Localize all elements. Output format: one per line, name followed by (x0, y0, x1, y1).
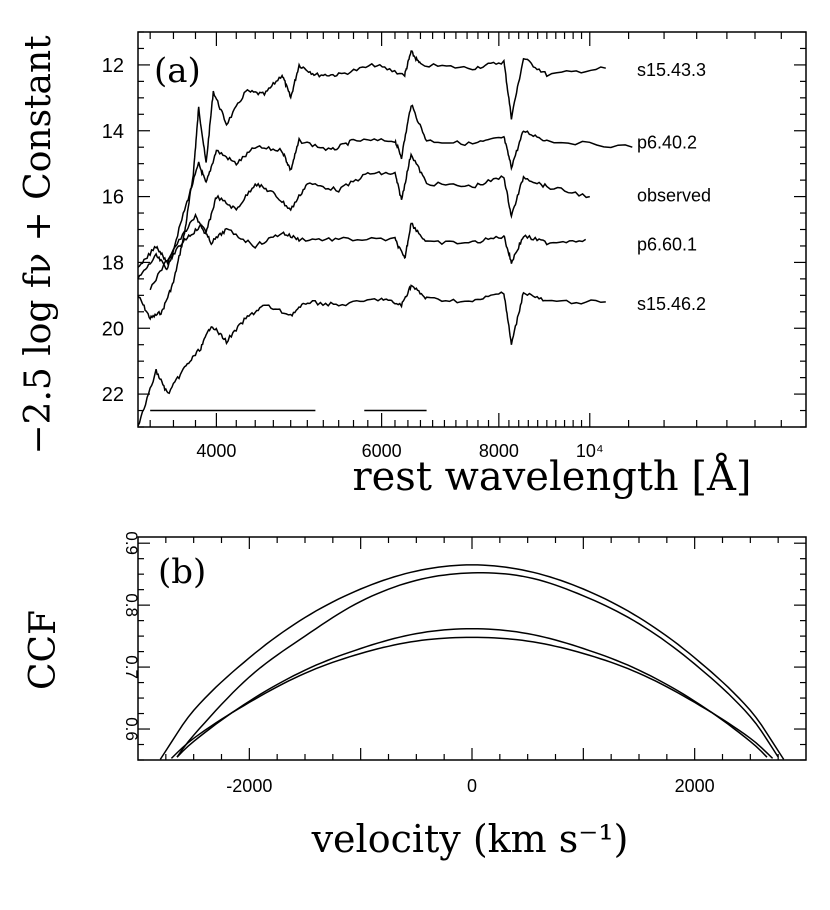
x-tick-label: 10⁴ (576, 441, 604, 461)
panel-b-frame (137, 536, 807, 761)
series-line-p6.40.2 (137, 104, 633, 280)
panel-a-label: (a) (154, 51, 201, 91)
y-tick-label: 0.8 (122, 593, 141, 617)
y-tick-label: 12 (102, 55, 124, 77)
x-tick-label: 8000 (479, 441, 519, 461)
panel-a: 12 14 16 18 20 22 4000 6000 8000 10⁴ s15.43.3 p6.… (18, 31, 807, 500)
ccf-curve (176, 572, 779, 758)
series-line-observed (149, 152, 590, 291)
y-tick-label: 0.9 (122, 531, 141, 555)
ccf-curve (159, 564, 785, 760)
y-tick-label: 14 (102, 121, 124, 143)
panel-a-y-tick-labels: 12 14 16 18 20 22 (102, 55, 124, 406)
series-label: s15.43.3 (637, 60, 706, 80)
panel-b-y-axis-label: CCF (23, 610, 64, 690)
panel-b-label: (b) (158, 552, 206, 592)
series-label: p6.40.2 (637, 133, 697, 153)
x-tick-label: 6000 (362, 441, 402, 461)
panel-a-frame (137, 31, 807, 428)
panel-a-y-axis-label: −2.5 log fν + Constant (18, 35, 59, 455)
panel-a-ticks (138, 31, 806, 428)
x-tick-label: 0 (467, 776, 477, 796)
panel-b: 0.6 0.7 0.8 0.9 -2000 0 2000 (b) velocity (km… (23, 531, 807, 861)
y-tick-label: 20 (102, 318, 124, 340)
panel-b-x-tick-labels: -2000 0 2000 (226, 776, 714, 796)
panel-b-x-axis-label: velocity (km s⁻¹) (311, 817, 629, 861)
series-label: observed (637, 185, 711, 205)
y-tick-label: 0.7 (122, 655, 141, 679)
y-tick-label: 0.6 (122, 717, 141, 741)
panel-a-series-labels: s15.43.3 p6.40.2 observed p6.60.1 s15.46.2 (637, 60, 711, 314)
panel-a-x-tick-labels: 4000 6000 8000 10⁴ (196, 441, 603, 461)
ccf-curve (176, 627, 768, 758)
series-line-s15.46.2 (137, 284, 606, 427)
series-label: p6.60.1 (637, 235, 697, 255)
panel-a-x-axis-label: rest wavelength [Å] (353, 453, 752, 500)
y-tick-label: 18 (102, 252, 124, 274)
panel-b-ticks (138, 537, 806, 761)
panel-b-y-tick-labels: 0.6 0.7 0.8 0.9 (122, 531, 141, 740)
x-tick-label: 4000 (196, 441, 236, 461)
panel-b-series (159, 564, 785, 760)
y-tick-label: 16 (102, 187, 124, 209)
ccf-curve (170, 636, 774, 759)
series-line-s15.43.3 (137, 50, 606, 321)
panel-a-series (137, 50, 633, 427)
x-tick-label: 2000 (675, 776, 715, 796)
series-line-p6.60.1 (137, 222, 587, 268)
series-label: s15.46.2 (637, 294, 706, 314)
x-tick-label: -2000 (226, 776, 272, 796)
y-tick-label: 22 (102, 384, 124, 406)
